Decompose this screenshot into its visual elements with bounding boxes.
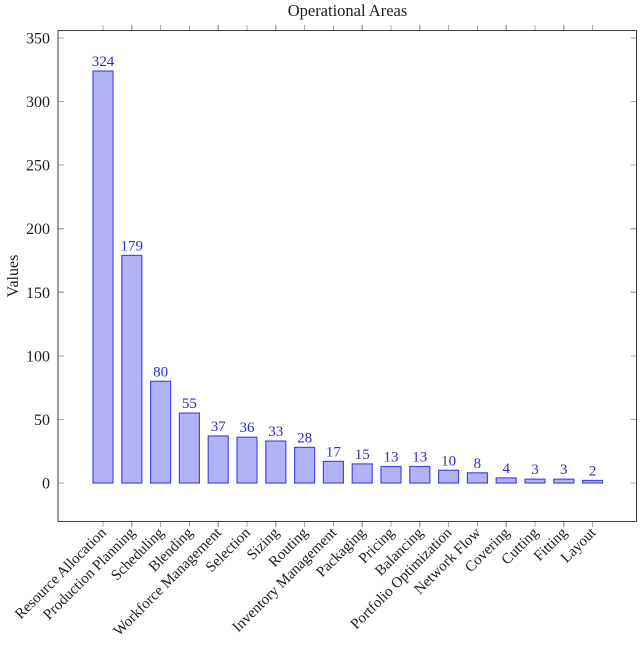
- bar: [380, 465, 402, 484]
- y-tick-label: 300: [26, 94, 50, 111]
- bar-value-label: 33: [268, 424, 283, 440]
- bar-value-label: 8: [474, 456, 482, 472]
- bar-value-label: 37: [211, 419, 227, 435]
- bar-value-label: 324: [92, 54, 115, 70]
- bar-value-label: 13: [384, 449, 399, 465]
- bar: [524, 478, 546, 484]
- bar: [265, 440, 287, 484]
- bar-value-label: 179: [121, 238, 144, 254]
- bar: [92, 70, 114, 484]
- bar: [236, 436, 258, 484]
- bar: [322, 460, 344, 484]
- y-tick-label: 200: [26, 221, 50, 238]
- bar: [581, 479, 604, 484]
- y-tick-label: 150: [26, 285, 50, 302]
- bar: [121, 254, 143, 484]
- y-tick-label: 250: [26, 158, 50, 175]
- bar-value-label: 4: [502, 461, 510, 477]
- bar: [207, 435, 229, 484]
- y-tick-label: 100: [26, 348, 50, 365]
- bar-value-label: 13: [412, 449, 427, 465]
- bar: [351, 463, 373, 484]
- bar-value-label: 2: [589, 463, 597, 479]
- bar: [294, 446, 316, 484]
- bar-value-label: 17: [326, 444, 342, 460]
- y-tick-label: 0: [42, 476, 50, 493]
- plot-border: [57, 29, 638, 523]
- bar: [409, 465, 431, 484]
- bar-value-label: 3: [560, 462, 568, 478]
- bar: [466, 472, 488, 484]
- bar: [438, 469, 460, 484]
- bar-value-label: 10: [441, 453, 456, 469]
- bar: [178, 412, 200, 484]
- chart-title: Operational Areas: [287, 1, 408, 20]
- bar-value-label: 36: [240, 420, 256, 436]
- y-tick-label: 350: [26, 31, 50, 48]
- y-tick-label: 50: [34, 412, 50, 429]
- bar-value-label: 3: [531, 462, 539, 478]
- bar-value-label: 15: [355, 447, 370, 463]
- bar-value-label: 80: [153, 364, 168, 380]
- bar: [553, 478, 575, 484]
- bar-value-label: 55: [182, 396, 197, 412]
- bar-value-label: 28: [297, 430, 312, 446]
- bar: [150, 380, 172, 484]
- bar: [495, 477, 517, 484]
